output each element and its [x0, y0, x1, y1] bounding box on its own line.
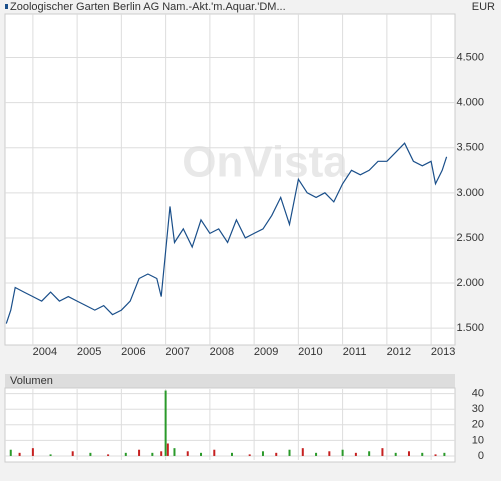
- volume-bar: [230, 452, 233, 456]
- watermark: OnVista: [182, 138, 348, 187]
- volume-bar: [443, 452, 446, 456]
- x-tick-label: 2005: [77, 346, 101, 358]
- volume-bar: [151, 452, 154, 456]
- x-tick-label: 2007: [165, 346, 189, 358]
- volume-bar: [173, 448, 176, 456]
- volume-bar: [368, 451, 371, 456]
- volume-title: Volumen: [10, 375, 53, 387]
- x-tick-label: 2006: [121, 346, 145, 358]
- volume-bar: [186, 451, 189, 456]
- x-tick-label: 2012: [387, 346, 411, 358]
- price-line: [5, 142, 448, 324]
- volume-bar: [354, 452, 357, 456]
- volume-header: [5, 374, 455, 388]
- volume-bar: [261, 451, 264, 456]
- volume-bar: [9, 449, 12, 456]
- volume-bar: [381, 448, 384, 456]
- volume-bar: [31, 448, 34, 456]
- volume-bar: [213, 449, 216, 456]
- title-marker: [5, 4, 8, 9]
- y-tick-label: 10: [472, 434, 484, 446]
- volume-bar: [138, 449, 141, 456]
- y-tick-label: 1.500: [456, 322, 484, 334]
- volume-bar: [275, 452, 278, 456]
- volume-bar: [315, 452, 318, 456]
- y-tick-label: 3.000: [456, 187, 484, 199]
- y-tick-label: 3.500: [456, 142, 484, 154]
- chart-title: Zoologischer Garten Berlin AG Nam.-Akt.'…: [10, 1, 286, 13]
- x-tick-label: 2004: [33, 346, 57, 358]
- volume-bar: [434, 454, 437, 456]
- volume-bar: [89, 452, 92, 456]
- volume-bar: [288, 449, 291, 456]
- y-tick-label: 0: [478, 450, 484, 462]
- y-tick-label: 2.000: [456, 277, 484, 289]
- y-tick-label: 4.000: [456, 97, 484, 109]
- unit-label: EUR: [472, 1, 495, 13]
- volume-bar: [248, 454, 251, 456]
- volume-bar: [160, 451, 163, 456]
- y-tick-label: 20: [472, 419, 484, 431]
- x-tick-label: 2013: [431, 346, 455, 358]
- volume-bar: [301, 448, 304, 456]
- volume-bar: [166, 443, 169, 456]
- volume-bar: [341, 449, 344, 456]
- price-panel: [4, 13, 456, 346]
- volume-bar: [328, 451, 331, 456]
- volume-bar: [394, 452, 397, 456]
- x-tick-label: 2010: [298, 346, 322, 358]
- y-tick-label: 2.500: [456, 232, 484, 244]
- volume-bar: [107, 454, 110, 456]
- x-tick-label: 2008: [210, 346, 234, 358]
- volume-bar: [71, 451, 74, 456]
- y-tick-label: 30: [472, 403, 484, 415]
- volume-bar: [164, 390, 167, 456]
- volume-bar: [49, 454, 52, 456]
- volume-bar: [407, 451, 410, 456]
- x-tick-label: 2009: [254, 346, 278, 358]
- y-tick-label: 4.500: [456, 51, 484, 63]
- y-tick-label: 40: [472, 388, 484, 400]
- volume-bar: [421, 452, 424, 456]
- x-tick-label: 2011: [343, 346, 367, 358]
- volume-bar: [124, 452, 127, 456]
- volume-bar: [18, 452, 21, 456]
- volume-bar: [200, 452, 203, 456]
